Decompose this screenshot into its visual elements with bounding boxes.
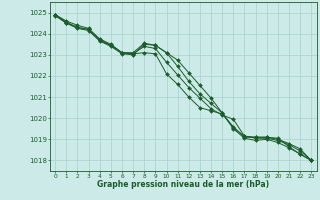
X-axis label: Graphe pression niveau de la mer (hPa): Graphe pression niveau de la mer (hPa) bbox=[97, 180, 269, 189]
